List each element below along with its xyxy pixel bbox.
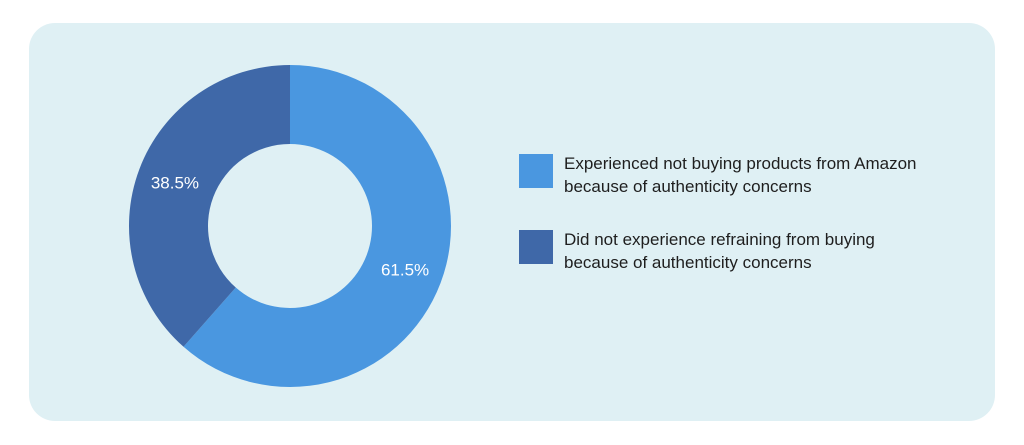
legend-label-did-not-experience: Did not experience refraining from buyin… <box>564 230 875 272</box>
donut-slice-label-1: 61.5% <box>381 260 429 279</box>
donut-slices <box>128 65 451 387</box>
donut-slice-1 <box>183 65 451 387</box>
donut-slice-labels: 61.5% 38.5% <box>151 174 429 280</box>
donut-slice-2 <box>128 65 290 347</box>
legend-swatch-experienced <box>519 154 553 188</box>
legend-swatch-did-not-experience <box>519 230 553 264</box>
legend-label-experienced: Experienced not buying products from Ama… <box>564 154 917 196</box>
donut-slice-label-2: 38.5% <box>151 174 199 193</box>
chart-legend: Experienced not buying products from Ama… <box>519 152 924 304</box>
legend-item-did-not-experience: Did not experience refraining from buyin… <box>519 228 924 274</box>
legend-item-experienced: Experienced not buying products from Ama… <box>519 152 924 198</box>
